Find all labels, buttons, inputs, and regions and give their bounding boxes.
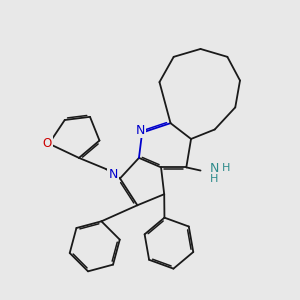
- Text: N: N: [209, 162, 219, 175]
- Text: H: H: [222, 163, 230, 173]
- Text: N: N: [108, 168, 118, 181]
- Text: O: O: [43, 137, 52, 150]
- Text: H: H: [210, 174, 218, 184]
- Text: N: N: [136, 124, 145, 136]
